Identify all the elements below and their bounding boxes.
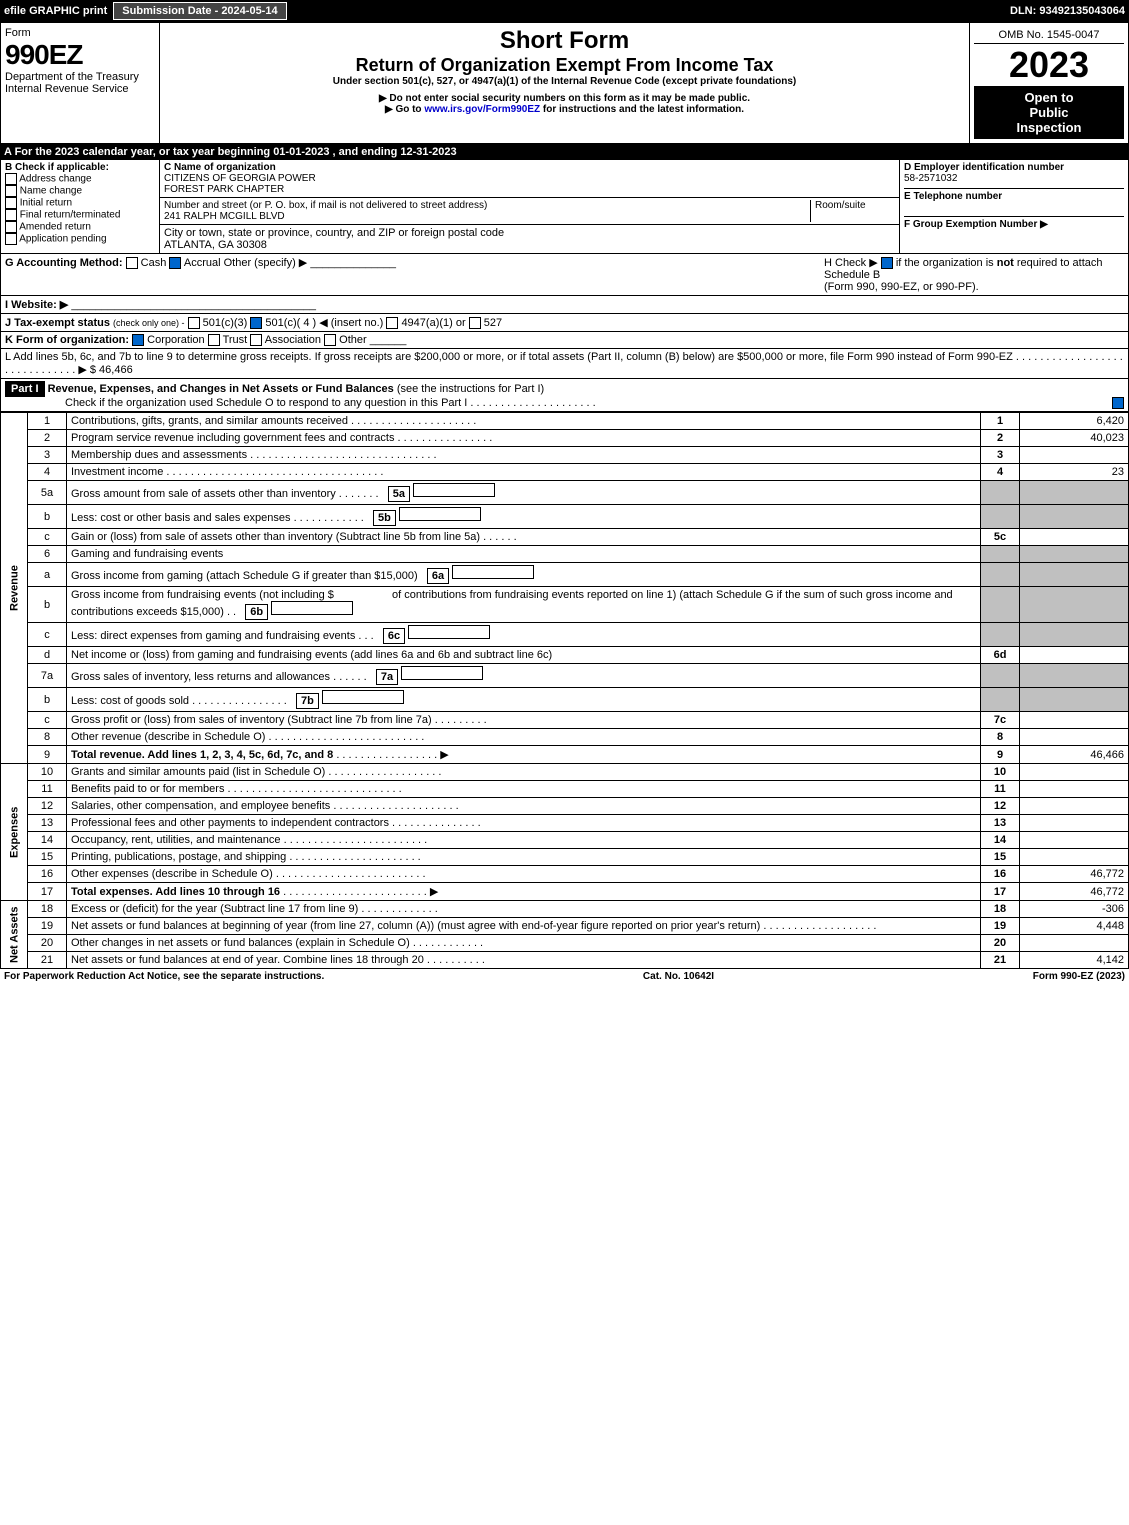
form-header: Form 990EZ Department of the Treasury In… (0, 22, 1129, 144)
line-12-value (1020, 798, 1129, 815)
address-change-checkbox[interactable] (5, 173, 17, 185)
form-word: Form (5, 27, 155, 39)
irs-link[interactable]: www.irs.gov/Form990EZ (424, 104, 540, 115)
trust-checkbox[interactable] (208, 334, 220, 346)
section-h-schedule-b: H Check ▶ if the organization is not req… (824, 256, 1124, 293)
gross-receipts: $ 46,466 (90, 364, 133, 376)
info-block: B Check if applicable: Address change Na… (0, 160, 1129, 254)
open-inspection-box: Open to Public Inspection (974, 86, 1124, 139)
return-subtitle: Return of Organization Exempt From Incom… (164, 55, 965, 76)
section-c-org: C Name of organization CITIZENS OF GEORG… (160, 160, 900, 253)
line-5c-value (1020, 529, 1129, 546)
part-i-table: Revenue 1Contributions, gifts, grants, a… (0, 412, 1129, 969)
instr-goto: ▶ Go to www.irs.gov/Form990EZ for instru… (164, 104, 965, 115)
line-1-value: 6,420 (1020, 413, 1129, 430)
room-suite: Room/suite (810, 200, 895, 222)
line-8-value (1020, 729, 1129, 746)
line-2-value: 40,023 (1020, 430, 1129, 447)
irs-label: Internal Revenue Service (5, 83, 155, 95)
line-10-value (1020, 764, 1129, 781)
omb-number: OMB No. 1545-0047 (974, 27, 1124, 44)
line-20-value (1020, 935, 1129, 952)
4947-checkbox[interactable] (386, 317, 398, 329)
501c3-checkbox[interactable] (188, 317, 200, 329)
section-b-checkboxes: B Check if applicable: Address change Na… (1, 160, 160, 253)
sched-b-checkbox[interactable] (881, 257, 893, 269)
line-19-value: 4,448 (1020, 918, 1129, 935)
form-number: 990EZ (5, 39, 155, 71)
submission-date-box: Submission Date - 2024-05-14 (113, 2, 286, 20)
final-return-checkbox[interactable] (5, 209, 17, 221)
section-k-orgtype: K Form of organization: Corporation Trus… (0, 332, 1129, 349)
section-d-e-f: D Employer identification number 58-2571… (900, 160, 1128, 253)
section-a-period: A For the 2023 calendar year, or tax yea… (0, 144, 1129, 160)
line-7c-value (1020, 712, 1129, 729)
line-18-value: -306 (1020, 901, 1129, 918)
line-3-value (1020, 447, 1129, 464)
line-14-value (1020, 832, 1129, 849)
schedule-o-checkbox[interactable] (1112, 397, 1124, 409)
name-change-checkbox[interactable] (5, 185, 17, 197)
corp-checkbox[interactable] (132, 334, 144, 346)
section-j-status: J Tax-exempt status (check only one) - 5… (0, 314, 1129, 332)
line-15-value (1020, 849, 1129, 866)
expenses-vertical-label: Expenses (1, 764, 28, 901)
short-form-title: Short Form (164, 27, 965, 55)
dln-label: DLN: 93492135043064 (1010, 5, 1125, 17)
app-pending-checkbox[interactable] (5, 233, 17, 245)
netassets-vertical-label: Net Assets (1, 901, 28, 969)
line-17-value: 46,772 (1020, 883, 1129, 901)
part-i-header-row: Part I Revenue, Expenses, and Changes in… (0, 379, 1129, 412)
tax-year: 2023 (974, 44, 1124, 86)
accrual-checkbox[interactable] (169, 257, 181, 269)
assoc-checkbox[interactable] (250, 334, 262, 346)
line-21-value: 4,142 (1020, 952, 1129, 969)
initial-return-checkbox[interactable] (5, 197, 17, 209)
instr-ssn: ▶ Do not enter social security numbers o… (164, 93, 965, 104)
page-footer: For Paperwork Reduction Act Notice, see … (0, 969, 1129, 984)
part-i-label: Part I (5, 381, 45, 397)
section-i-website: I Website: ▶ (5, 299, 68, 311)
under-section: Under section 501(c), 527, or 4947(a)(1)… (164, 76, 965, 87)
cat-number: Cat. No. 10642I (643, 971, 714, 982)
org-name-2: FOREST PARK CHAPTER (164, 184, 284, 195)
line-4-value: 23 (1020, 464, 1129, 481)
revenue-vertical-label: Revenue (1, 413, 28, 764)
section-g-accounting: G Accounting Method: Cash Accrual Other … (5, 256, 396, 293)
line-16-value: 46,772 (1020, 866, 1129, 883)
cash-checkbox[interactable] (126, 257, 138, 269)
line-11-value (1020, 781, 1129, 798)
other-checkbox[interactable] (324, 334, 336, 346)
line-13-value (1020, 815, 1129, 832)
501c-checkbox[interactable] (250, 317, 262, 329)
org-name-1: CITIZENS OF GEORGIA POWER (164, 173, 316, 184)
527-checkbox[interactable] (469, 317, 481, 329)
topbar: efile GRAPHIC print Submission Date - 20… (0, 0, 1129, 22)
form-ref: Form 990-EZ (2023) (1033, 971, 1125, 982)
paperwork-notice: For Paperwork Reduction Act Notice, see … (4, 971, 324, 982)
amended-return-checkbox[interactable] (5, 221, 17, 233)
org-address: 241 RALPH MCGILL BLVD (164, 211, 285, 222)
efile-label: efile GRAPHIC print (4, 5, 107, 17)
dept-treasury: Department of the Treasury (5, 71, 155, 83)
line-9-value: 46,466 (1020, 746, 1129, 764)
org-city: ATLANTA, GA 30308 (164, 239, 267, 251)
line-6d-value (1020, 647, 1129, 664)
section-l-gross: L Add lines 5b, 6c, and 7b to line 9 to … (0, 349, 1129, 379)
ein: 58-2571032 (904, 173, 957, 184)
